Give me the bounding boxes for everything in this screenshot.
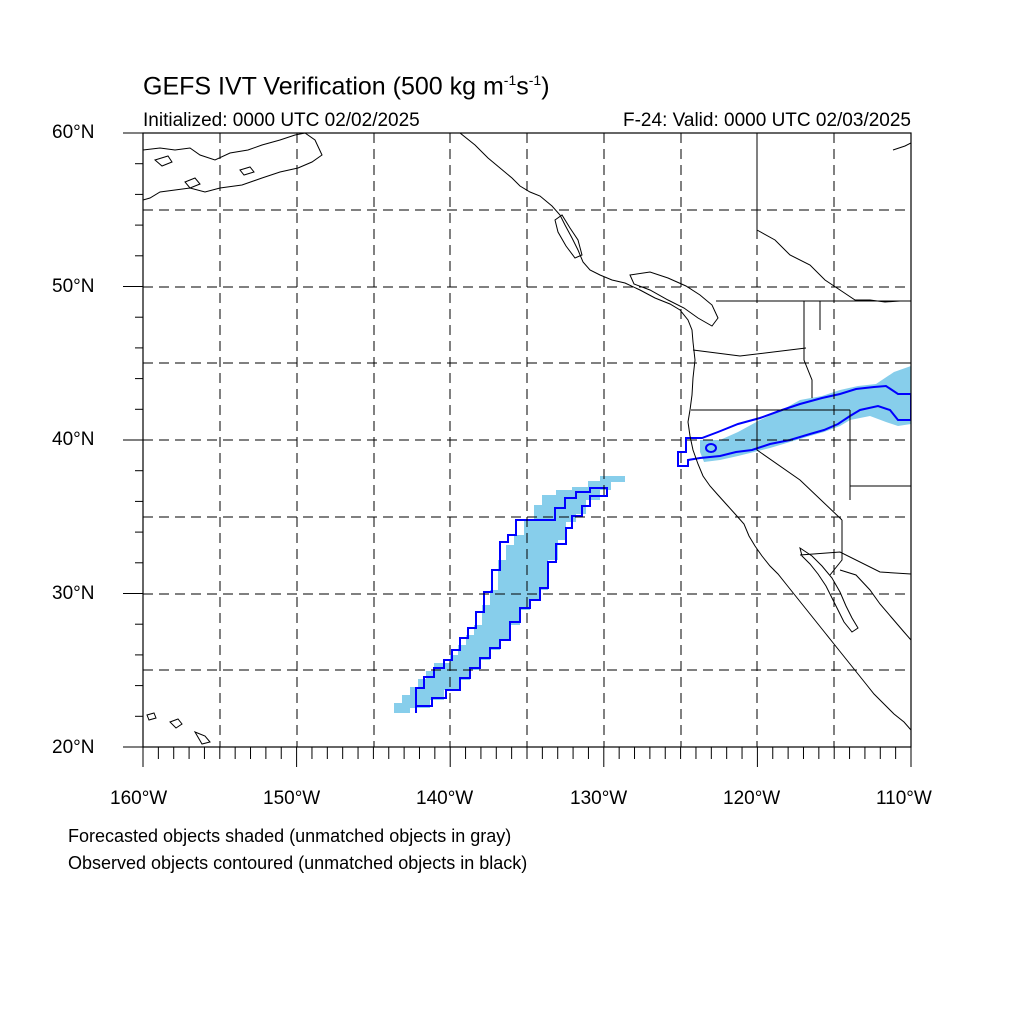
coastlines <box>143 133 911 745</box>
coast-westcoast <box>687 341 911 731</box>
coast-baja <box>799 546 911 641</box>
lat-label-40: 40°N <box>52 429 95 450</box>
axis-ticks <box>123 132 912 767</box>
initialized-label: Initialized: 0000 UTC 02/02/2025 <box>143 110 420 131</box>
border-wa-or <box>692 347 807 357</box>
coast-bc-islands <box>554 214 719 327</box>
coast-ne-corner <box>892 142 911 151</box>
lon-label-160w: 160°W <box>110 788 168 809</box>
map-title: GEFS IVT Verification (500 kg m-1s-1) <box>143 72 550 101</box>
observed-contour-pacific <box>415 487 608 713</box>
footer-forecast-note: Forecasted objects shaded (unmatched obj… <box>68 826 512 846</box>
observed-objects <box>415 384 911 713</box>
lon-label-120w: 120°W <box>723 788 781 809</box>
graticule <box>143 133 911 747</box>
coast-panhandle <box>459 133 694 343</box>
coast-alaska-islands <box>153 155 255 189</box>
footer-observed-note: Observed objects contoured (unmatched ob… <box>68 853 528 873</box>
lon-label-150w: 150°W <box>263 788 321 809</box>
observed-contour-small <box>705 443 717 453</box>
lon-label-110w: 110°W <box>876 788 932 809</box>
lat-label-30: 30°N <box>52 583 95 604</box>
lon-label-140w: 140°W <box>416 788 474 809</box>
forecast-object-california <box>700 366 911 462</box>
lat-label-60: 60°N <box>52 122 95 143</box>
coast-alaska <box>143 133 323 201</box>
lon-label-130w: 130°W <box>570 788 628 809</box>
border-az <box>829 520 843 576</box>
forecast-objects <box>394 366 911 713</box>
valid-time-label: F-24: Valid: 0000 UTC 02/03/2025 <box>623 110 911 131</box>
observed-contour-california <box>677 384 911 467</box>
border-mexico <box>799 551 911 575</box>
coast-hawaii <box>146 712 211 745</box>
forecast-object-pacific <box>394 476 625 713</box>
border-idaho <box>803 301 813 398</box>
lat-label-50: 50°N <box>52 276 95 297</box>
state-borders <box>691 133 911 576</box>
lat-label-20: 20°N <box>52 737 95 758</box>
coast-hudson-lakes <box>756 229 901 303</box>
